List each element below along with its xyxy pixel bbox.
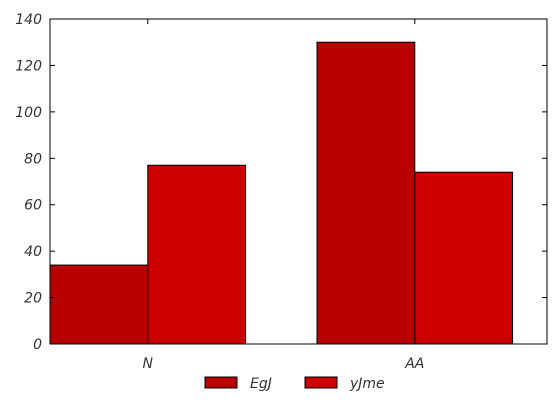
- legend-label: EgJ: [250, 376, 272, 392]
- y-tick-label: 0: [33, 337, 42, 353]
- legend-label: yJme: [349, 376, 385, 392]
- y-tick-label: 100: [15, 105, 42, 121]
- x-tick-label: AA: [404, 356, 424, 372]
- y-tick-label: 80: [24, 151, 42, 167]
- legend-swatch: [204, 376, 238, 389]
- axes-layer: 0 20 40 60 80 100 120 140 N AA: [15, 12, 548, 372]
- y-tick-label: 40: [24, 244, 42, 260]
- bar-yJme-N: [147, 164, 247, 345]
- y-tick-label: 120: [15, 58, 42, 74]
- legend-swatch: [304, 376, 338, 389]
- legend: EgJ yJme: [204, 376, 385, 392]
- bar-EgJ-AA: [316, 41, 416, 345]
- x-tick-label: N: [143, 356, 154, 372]
- bar-EgJ-N: [49, 264, 149, 345]
- bars-layer: [49, 41, 514, 345]
- y-tick-label: 60: [24, 198, 42, 214]
- plot-frame: [49, 18, 548, 345]
- bar-yJme-AA: [414, 171, 514, 345]
- y-tick-label: 140: [15, 12, 42, 28]
- y-tick-label: 20: [24, 291, 42, 307]
